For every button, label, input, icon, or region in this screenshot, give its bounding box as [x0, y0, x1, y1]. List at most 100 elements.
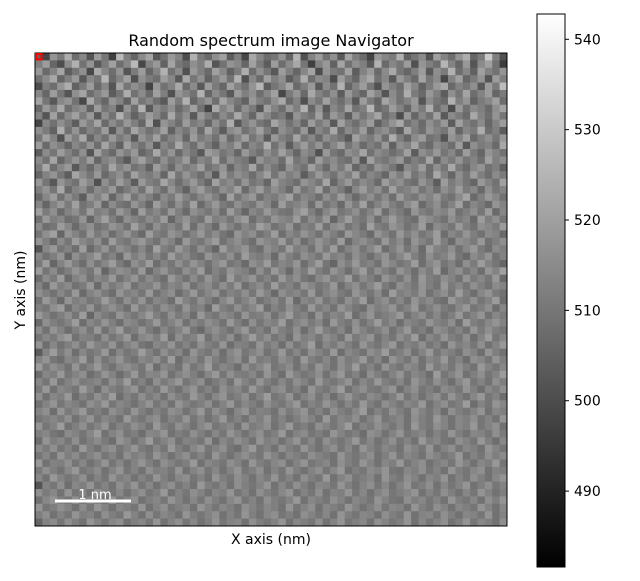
heatmap-cell: [64, 222, 73, 231]
heatmap-cell: [440, 400, 449, 409]
heatmap-cell: [167, 178, 176, 187]
heatmap-cell: [86, 67, 95, 76]
heatmap-cell: [418, 385, 427, 394]
heatmap-cell: [204, 274, 213, 283]
heatmap-cell: [381, 259, 390, 268]
heatmap-cell: [455, 60, 464, 69]
heatmap-cell: [189, 193, 198, 202]
heatmap-cell: [71, 282, 80, 290]
heatmap-cell: [153, 289, 161, 298]
heatmap-cell: [42, 326, 51, 335]
heatmap-cell: [352, 422, 360, 431]
heatmap-cell: [153, 474, 161, 483]
heatmap-cell: [175, 282, 183, 290]
heatmap-cell: [57, 481, 65, 490]
heatmap-cell: [300, 511, 309, 520]
heatmap-cell: [123, 75, 132, 83]
heatmap-cell: [344, 112, 353, 120]
heatmap-cell: [462, 348, 471, 357]
heatmap-cell: [344, 149, 353, 157]
heatmap-cell: [389, 156, 397, 165]
heatmap-cell: [175, 75, 183, 83]
heatmap-cell: [167, 407, 176, 416]
heatmap-cell: [153, 496, 161, 505]
heatmap-cell: [477, 267, 486, 276]
heatmap-cell: [470, 289, 478, 298]
heatmap-cell: [35, 119, 43, 128]
heatmap-cell: [35, 112, 43, 120]
heatmap-cell: [359, 112, 368, 120]
heatmap-cell: [359, 429, 368, 438]
heatmap-cell: [197, 282, 206, 290]
heatmap-cell: [197, 459, 206, 468]
heatmap-cell: [440, 60, 449, 69]
heatmap-cell: [145, 126, 154, 135]
heatmap-cell: [285, 326, 294, 335]
heatmap-cell: [101, 274, 110, 283]
heatmap-cell: [256, 489, 265, 497]
heatmap-cell: [322, 481, 331, 490]
heatmap-cell: [389, 444, 397, 453]
heatmap-cell: [234, 503, 242, 512]
heatmap-cell: [256, 415, 265, 423]
heatmap-cell: [101, 67, 110, 76]
heatmap-cell: [359, 356, 368, 364]
heatmap-cell: [79, 363, 88, 372]
heatmap-cell: [389, 208, 397, 216]
heatmap-cell: [49, 171, 58, 180]
chart-title: Random spectrum image Navigator: [128, 31, 414, 50]
heatmap-cell: [197, 489, 206, 497]
heatmap-cell: [123, 186, 132, 194]
heatmap-cell: [160, 474, 169, 483]
heatmap-cell: [64, 178, 73, 187]
heatmap-cell: [219, 333, 228, 342]
heatmap-cell: [212, 437, 220, 446]
heatmap-cell: [116, 348, 124, 357]
heatmap-cell: [160, 429, 169, 438]
heatmap-cell: [477, 503, 486, 512]
heatmap-cell: [167, 474, 176, 483]
heatmap-cell: [116, 444, 124, 453]
heatmap-cell: [197, 474, 206, 483]
heatmap-cell: [307, 149, 316, 157]
heatmap-cell: [138, 89, 147, 98]
heatmap-cell: [352, 193, 360, 202]
heatmap-cell: [64, 392, 73, 401]
heatmap-cell: [204, 237, 213, 246]
heatmap-cell: [256, 429, 265, 438]
heatmap-cell: [448, 378, 456, 386]
heatmap-cell: [499, 348, 508, 357]
heatmap-cell: [145, 67, 154, 76]
heatmap-cell: [204, 112, 213, 120]
heatmap-cell: [160, 156, 169, 165]
heatmap-cell: [219, 437, 228, 446]
heatmap-cell: [359, 67, 368, 76]
heatmap-cell: [197, 511, 206, 520]
heatmap-cell: [366, 230, 375, 239]
heatmap-cell: [145, 518, 154, 527]
heatmap-cell: [352, 407, 360, 416]
heatmap-cell: [94, 237, 102, 246]
heatmap-cell: [212, 489, 220, 497]
heatmap-cell: [226, 141, 235, 150]
heatmap-cell: [433, 489, 442, 497]
heatmap-cell: [448, 489, 456, 497]
heatmap-cell: [145, 429, 154, 438]
heatmap-cell: [182, 370, 191, 379]
heatmap-cell: [130, 259, 139, 268]
heatmap-cell: [366, 200, 375, 209]
heatmap-cell: [322, 215, 331, 224]
heatmap-cell: [108, 75, 117, 83]
heatmap-cell: [226, 274, 235, 283]
heatmap-cell: [300, 481, 309, 490]
heatmap-cell: [130, 53, 139, 61]
heatmap-cell: [307, 429, 316, 438]
heatmap-cell: [101, 407, 110, 416]
heatmap-cell: [123, 282, 132, 290]
heatmap-cell: [182, 496, 191, 505]
heatmap-cell: [403, 326, 412, 335]
heatmap-cell: [344, 282, 353, 290]
heatmap-cell: [219, 171, 228, 180]
heatmap-cell: [212, 186, 220, 194]
heatmap-cell: [64, 289, 73, 298]
